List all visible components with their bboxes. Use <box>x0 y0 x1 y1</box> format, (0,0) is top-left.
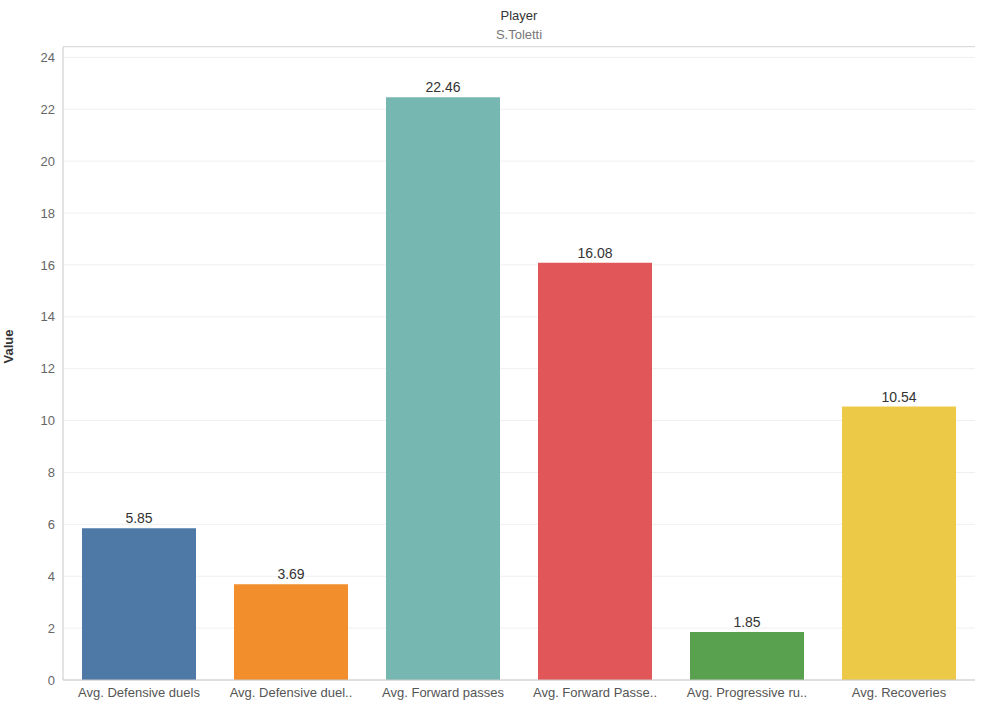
html-text:S.Toletti: S.Toletti <box>495 27 543 42</box>
svg-text:3.69: 3.69 <box>277 566 304 582</box>
svg-text:12: 12 <box>41 361 55 376</box>
svg-text:14: 14 <box>41 309 55 324</box>
svg-text:10: 10 <box>41 413 55 428</box>
svg-text:18: 18 <box>41 206 55 221</box>
svg-text:24: 24 <box>41 50 55 65</box>
svg-text:16: 16 <box>41 258 55 273</box>
svg-text:Avg. Defensive duel..: Avg. Defensive duel.. <box>230 685 353 700</box>
svg-text:0: 0 <box>48 673 55 688</box>
html-text:Player: Player <box>500 8 538 23</box>
svg-text:20: 20 <box>41 154 55 169</box>
svg-text:22.46: 22.46 <box>425 79 460 95</box>
svg-text:4: 4 <box>48 569 55 584</box>
svg-text:8: 8 <box>48 465 55 480</box>
svg-text:Avg. Progressive ru..: Avg. Progressive ru.. <box>687 685 807 700</box>
svg-text:Value: Value <box>8 330 16 364</box>
svg-text:Avg. Defensive duels: Avg. Defensive duels <box>78 685 200 700</box>
svg-text:2: 2 <box>48 621 55 636</box>
svg-text:5.85: 5.85 <box>125 510 152 526</box>
svg-text:10.54: 10.54 <box>881 389 916 405</box>
svg-text:6: 6 <box>48 517 55 532</box>
svg-text:22: 22 <box>41 102 55 117</box>
svg-text:Avg. Recoveries: Avg. Recoveries <box>852 685 947 700</box>
svg-text:1.85: 1.85 <box>733 614 760 630</box>
svg-text:Avg. Forward passes: Avg. Forward passes <box>382 685 504 700</box>
svg-text:16.08: 16.08 <box>577 245 612 261</box>
svg-text:Avg. Forward Passe..: Avg. Forward Passe.. <box>533 685 657 700</box>
